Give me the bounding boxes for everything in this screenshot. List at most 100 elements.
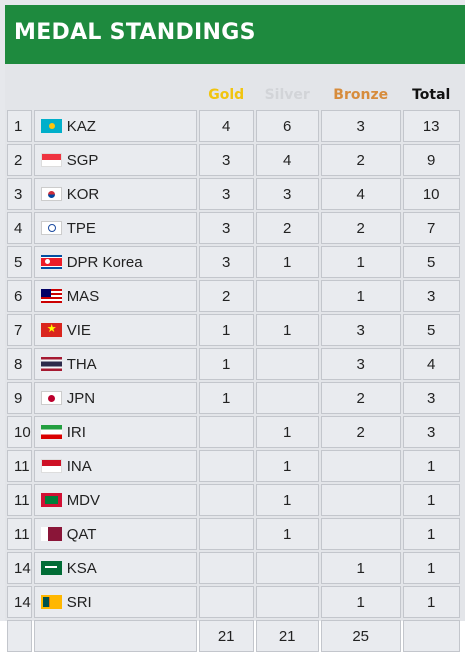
table-row: 6 MAS 2 1 3 bbox=[7, 280, 460, 312]
table-row: 7VIE1135 bbox=[7, 314, 460, 346]
medal-table: Gold Silver Bronze Total 1 KAZ 4 6 3 13 2 SGP 3 4… bbox=[5, 80, 462, 654]
silver-cell bbox=[255, 280, 319, 312]
rank-cell: 14 bbox=[7, 552, 32, 584]
gold-cell bbox=[198, 586, 254, 618]
country-cell: SGP bbox=[33, 144, 197, 176]
country-cell: JPN bbox=[33, 382, 197, 414]
saudi-arabia-flag-icon bbox=[40, 560, 62, 575]
gold-cell: 2 bbox=[198, 280, 254, 312]
country-name: IRI bbox=[66, 423, 86, 441]
country-name: INA bbox=[66, 457, 92, 475]
bronze-cell: 2 bbox=[320, 382, 401, 414]
total-cell: 1 bbox=[402, 484, 460, 516]
silver-cell: 1 bbox=[255, 314, 319, 346]
silver-cell: 1 bbox=[255, 450, 319, 482]
rank-cell: 4 bbox=[7, 212, 32, 244]
silver-cell bbox=[255, 586, 319, 618]
table-header-row: Gold Silver Bronze Total bbox=[7, 82, 460, 108]
country-cell: MDV bbox=[33, 484, 197, 516]
total-cell: 9 bbox=[402, 144, 460, 176]
header-rank bbox=[7, 82, 32, 108]
bronze-cell: 3 bbox=[320, 110, 401, 142]
country-name: SRI bbox=[66, 593, 92, 611]
japan-flag-icon bbox=[40, 390, 62, 405]
total-cell: 1 bbox=[402, 518, 460, 550]
rank-cell: 8 bbox=[7, 348, 32, 380]
gold-cell: 3 bbox=[198, 178, 254, 210]
silver-cell: 2 bbox=[255, 212, 319, 244]
rank-cell: 2 bbox=[7, 144, 32, 176]
gold-cell: 1 bbox=[198, 314, 254, 346]
gold-cell bbox=[198, 416, 254, 448]
rank-cell: 11 bbox=[7, 518, 32, 550]
country-cell: MAS bbox=[33, 280, 197, 312]
country-name: JPN bbox=[66, 389, 96, 407]
silver-cell bbox=[255, 552, 319, 584]
country-cell: INA bbox=[33, 450, 197, 482]
bronze-cell: 4 bbox=[320, 178, 401, 210]
vietnam-flag-icon bbox=[40, 322, 62, 337]
dpr-korea-flag-icon bbox=[40, 254, 62, 269]
rank-cell: 3 bbox=[7, 178, 32, 210]
gold-cell: 4 bbox=[198, 110, 254, 142]
country-name: QAT bbox=[66, 525, 97, 543]
bronze-cell: 3 bbox=[320, 348, 401, 380]
total-cell: 3 bbox=[402, 416, 460, 448]
bronze-cell: 3 bbox=[320, 314, 401, 346]
bronze-cell: 1 bbox=[320, 280, 401, 312]
country-name: TPE bbox=[66, 219, 96, 237]
gold-cell bbox=[198, 552, 254, 584]
total-cell: 1 bbox=[402, 586, 460, 618]
country-name: MAS bbox=[66, 287, 100, 305]
rank-cell: 6 bbox=[7, 280, 32, 312]
total-bronze: 25 bbox=[320, 620, 401, 652]
rank-cell: 14 bbox=[7, 586, 32, 618]
table-row: 8 THA 1 3 4 bbox=[7, 348, 460, 380]
table-row: 3 KOR 3 3 4 10 bbox=[7, 178, 460, 210]
singapore-flag-icon bbox=[40, 152, 62, 167]
total-silver: 21 bbox=[255, 620, 319, 652]
rank-cell: 11 bbox=[7, 450, 32, 482]
medal-standings-widget: MEDAL STANDINGS Gold Silver Bronze Total… bbox=[0, 0, 465, 621]
header-bronze: Bronze bbox=[333, 87, 389, 103]
gold-cell bbox=[198, 450, 254, 482]
table-row: 5 DPR Korea 3 1 1 5 bbox=[7, 246, 460, 278]
bronze-cell: 2 bbox=[320, 416, 401, 448]
country-cell: THA bbox=[33, 348, 197, 380]
gold-cell: 1 bbox=[198, 348, 254, 380]
country-cell: KSA bbox=[33, 552, 197, 584]
total-gold: 21 bbox=[198, 620, 254, 652]
table-row: 14 SRI 1 1 bbox=[7, 586, 460, 618]
totals-country-cell bbox=[33, 620, 197, 652]
rank-cell: 10 bbox=[7, 416, 32, 448]
country-cell: KAZ bbox=[33, 110, 197, 142]
gold-cell: 3 bbox=[198, 246, 254, 278]
bronze-cell: 2 bbox=[320, 144, 401, 176]
totals-rank-cell bbox=[7, 620, 32, 652]
header-bar: MEDAL STANDINGS bbox=[5, 5, 465, 64]
silver-cell bbox=[255, 348, 319, 380]
table-row: 2 SGP 3 4 2 9 bbox=[7, 144, 460, 176]
header-gold: Gold bbox=[208, 87, 245, 103]
table-row: 4 TPE 3 2 2 7 bbox=[7, 212, 460, 244]
country-name: SGP bbox=[66, 151, 99, 169]
table-row: 14 KSA 1 1 bbox=[7, 552, 460, 584]
gold-cell bbox=[198, 484, 254, 516]
silver-cell: 1 bbox=[255, 518, 319, 550]
country-name: MDV bbox=[66, 491, 101, 509]
maldives-flag-icon bbox=[40, 492, 62, 507]
bronze-cell: 2 bbox=[320, 212, 401, 244]
silver-cell: 1 bbox=[255, 246, 319, 278]
table-row: 10 IRI 1 2 3 bbox=[7, 416, 460, 448]
total-cell: 5 bbox=[402, 246, 460, 278]
silver-cell bbox=[255, 382, 319, 414]
bronze-cell bbox=[320, 484, 401, 516]
page-title: MEDAL STANDINGS bbox=[14, 20, 256, 45]
table-row: 11 QAT 1 1 bbox=[7, 518, 460, 550]
rank-cell: 5 bbox=[7, 246, 32, 278]
gold-cell bbox=[198, 518, 254, 550]
bronze-cell: 1 bbox=[320, 552, 401, 584]
table-row: 11 MDV 1 1 bbox=[7, 484, 460, 516]
country-cell: VIE bbox=[33, 314, 197, 346]
qatar-flag-icon bbox=[40, 526, 62, 541]
